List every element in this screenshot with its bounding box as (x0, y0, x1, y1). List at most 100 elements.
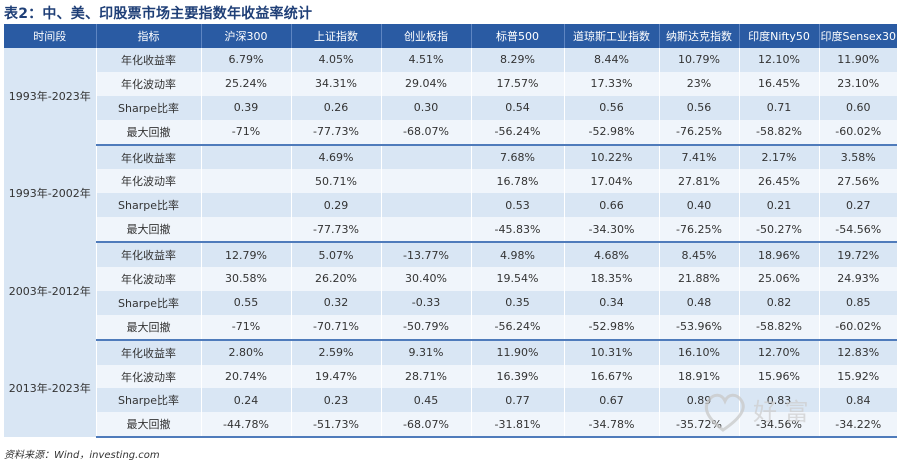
table-row: 年化波动率 50.71% 16.78% 17.04% 27.81% 26.45% 27.56… (4, 169, 897, 194)
table-row: 年化波动率 25.24% 34.31% 29.04% 17.57% 17.33% 23% 16… (4, 71, 897, 96)
value-cell: -50.27% (738, 217, 819, 244)
value-cell: 0.84 (818, 388, 897, 413)
value-cell: 0.48 (658, 290, 739, 315)
value-cell: -56.24% (470, 314, 564, 341)
metric-cell: Sharpe比率 (95, 193, 201, 218)
value-cell: 3.58% (818, 144, 897, 170)
column-header: 时间段 (4, 24, 96, 48)
value-cell: 12.10% (738, 48, 819, 72)
value-cell: 12.83% (818, 339, 897, 365)
value-cell: -34.56% (738, 412, 819, 439)
value-cell: 18.35% (563, 267, 659, 291)
metric-cell: 最大回撤 (95, 314, 201, 341)
index-returns-table: 时间段 指标 沪深300 上证指数 创业板指 标普500 道琼斯工业指数 纳斯达克指数 印度Ni… (4, 24, 897, 439)
value-cell: 27.81% (658, 169, 739, 194)
table-row: Sharpe比率 0.29 0.53 0.66 0.40 0.21 0.27 (4, 193, 897, 218)
value-cell: 0.32 (290, 290, 381, 315)
watermark-logo: 好 富 (704, 393, 809, 432)
value-cell: 5.07% (290, 242, 381, 268)
value-cell: -34.78% (563, 412, 659, 439)
value-cell: 23% (658, 71, 739, 96)
value-cell: 0.83 (738, 388, 819, 413)
value-cell: 28.71% (380, 364, 471, 389)
value-cell: 0.27 (818, 193, 897, 218)
column-header: 纳斯达克指数 (658, 24, 739, 48)
value-cell: 10.22% (563, 144, 659, 170)
value-cell: -45.83% (470, 217, 564, 244)
value-cell: 0.55 (200, 290, 291, 315)
value-cell: 30.58% (200, 267, 291, 291)
value-cell: 16.78% (470, 169, 564, 194)
value-cell: -52.98% (563, 119, 659, 146)
value-cell: -70.71% (290, 314, 381, 341)
value-cell (200, 144, 291, 170)
value-cell: 0.26 (290, 95, 381, 120)
period-cell: 1993年-2023年 (4, 48, 96, 145)
metric-cell: 年化波动率 (95, 267, 201, 291)
value-cell: 2.17% (738, 144, 819, 170)
value-cell: -60.02% (818, 314, 897, 341)
table-row: 年化波动率 30.58% 26.20% 30.40% 19.54% 18.35% 21.88… (4, 267, 897, 291)
metric-cell: Sharpe比率 (95, 95, 201, 120)
value-cell (380, 144, 471, 170)
value-cell: 7.68% (470, 144, 564, 170)
value-cell: 23.10% (818, 71, 897, 96)
value-cell: 20.74% (200, 364, 291, 389)
metric-cell: Sharpe比率 (95, 388, 201, 413)
table-row: Sharpe比率 0.39 0.26 0.30 0.54 0.56 0.56 0.71 0.60 (4, 95, 897, 120)
value-cell: 26.20% (290, 267, 381, 291)
value-cell: 0.71 (738, 95, 819, 120)
metric-cell: 年化波动率 (95, 71, 201, 96)
table-header: 时间段 指标 沪深300 上证指数 创业板指 标普500 道琼斯工业指数 纳斯达克指数 印度Ni… (4, 24, 897, 48)
metric-cell: 年化波动率 (95, 364, 201, 389)
value-cell: 4.69% (290, 144, 381, 170)
value-cell: 4.05% (290, 48, 381, 72)
column-header: 上证指数 (290, 24, 381, 48)
value-cell: -51.73% (290, 412, 381, 439)
table-row: 1993年-2002年 年化收益率 4.69% 7.68% 10.22% 7.41% 2.1… (4, 144, 897, 243)
table-row: 2013年-2023年 年化收益率 2.80% 2.59% 9.31% 11.90% 10.… (4, 339, 897, 438)
value-cell: -77.73% (290, 217, 381, 244)
table-row: Sharpe比率 0.24 0.23 0.45 0.77 0.67 0.89 0.83 0.84 (4, 388, 897, 413)
value-cell: -76.25% (658, 119, 739, 146)
value-cell: 30.40% (380, 267, 471, 291)
value-cell: 0.85 (818, 290, 897, 315)
value-cell: 17.04% (563, 169, 659, 194)
heart-icon (704, 393, 745, 432)
value-cell: 0.35 (470, 290, 564, 315)
value-cell: 0.23 (290, 388, 381, 413)
value-cell: 0.60 (818, 95, 897, 120)
metric-cell: 最大回撤 (95, 119, 201, 146)
watermark-text: 好 富 (753, 398, 809, 426)
column-header: 标普500 (470, 24, 564, 48)
value-cell: -53.96% (658, 314, 739, 341)
value-cell: 0.56 (658, 95, 739, 120)
value-cell: 24.93% (818, 267, 897, 291)
column-header: 指标 (95, 24, 201, 48)
value-cell: -68.07% (380, 412, 471, 439)
value-cell: -34.22% (818, 412, 897, 439)
table-row: 年化波动率 20.74% 19.47% 28.71% 16.39% 16.67% 18.91… (4, 364, 897, 389)
value-cell: 0.24 (200, 388, 291, 413)
value-cell: 7.41% (658, 144, 739, 170)
value-cell: -71% (200, 119, 291, 146)
value-cell: 34.31% (290, 71, 381, 96)
value-cell (380, 169, 471, 194)
value-cell: 19.72% (818, 242, 897, 268)
value-cell: 17.57% (470, 71, 564, 96)
metric-cell: 最大回撤 (95, 217, 201, 244)
table-row: Sharpe比率 0.55 0.32 -0.33 0.35 0.34 0.48 0.82 0.8… (4, 290, 897, 315)
value-cell: 0.53 (470, 193, 564, 218)
value-cell: -76.25% (658, 217, 739, 244)
value-cell: -35.72% (658, 412, 739, 439)
value-cell: 0.67 (563, 388, 659, 413)
value-cell: -58.82% (738, 119, 819, 146)
value-cell: 0.66 (563, 193, 659, 218)
column-header: 创业板指 (380, 24, 471, 48)
value-cell (380, 217, 471, 244)
value-cell: 12.79% (200, 242, 291, 268)
value-cell: 4.51% (380, 48, 471, 72)
value-cell: 0.39 (200, 95, 291, 120)
value-cell: 18.91% (658, 364, 739, 389)
table-title: 表2：中、美、印股票市场主要指数年收益率统计 (4, 6, 313, 22)
